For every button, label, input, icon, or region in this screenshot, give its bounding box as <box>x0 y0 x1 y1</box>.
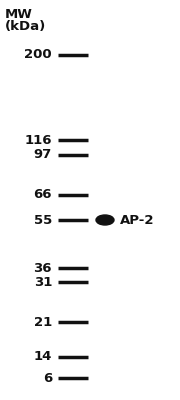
Text: 21: 21 <box>34 316 52 328</box>
Ellipse shape <box>96 215 114 225</box>
Text: 14: 14 <box>34 350 52 364</box>
Text: 200: 200 <box>24 48 52 62</box>
Text: 36: 36 <box>33 262 52 274</box>
Text: 55: 55 <box>34 214 52 226</box>
Text: MW: MW <box>5 8 33 21</box>
Text: AP-2: AP-2 <box>120 214 154 226</box>
Text: 6: 6 <box>43 372 52 384</box>
Text: 31: 31 <box>34 276 52 288</box>
Text: 66: 66 <box>33 188 52 202</box>
Text: 116: 116 <box>24 134 52 146</box>
Text: 97: 97 <box>34 148 52 162</box>
Text: (kDa): (kDa) <box>5 20 46 33</box>
